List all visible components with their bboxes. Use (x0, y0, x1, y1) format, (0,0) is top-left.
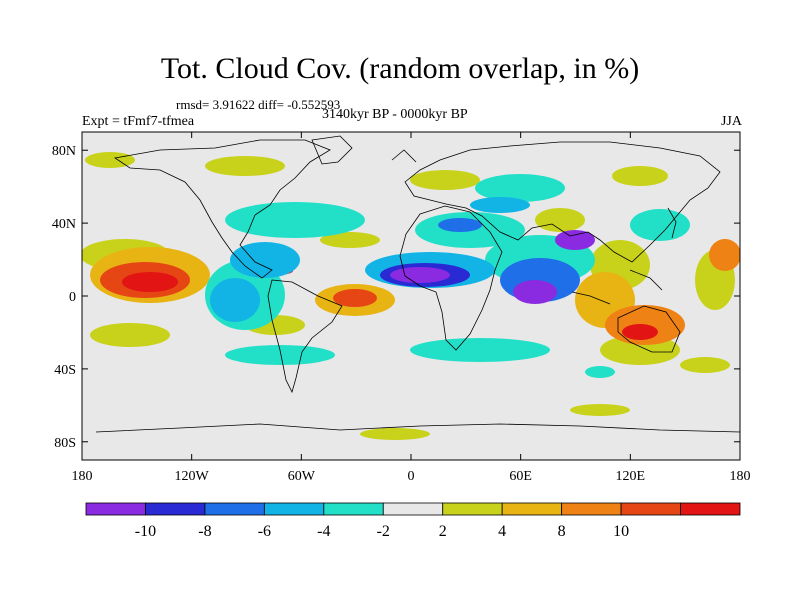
lat-tick-label: 0 (69, 290, 76, 305)
lon-tick-label: 120W (175, 469, 210, 484)
colorbar-box (620, 502, 681, 516)
period-label: 3140kyr BP - 0000kyr BP (322, 107, 468, 122)
lon-tick-label: 120E (616, 469, 646, 484)
colorbar-box (382, 502, 444, 516)
lon-tick-label: 180 (730, 469, 751, 484)
lon-tick-label: 0 (408, 469, 415, 484)
colorbar-box (442, 502, 503, 516)
colorbar-label: -10 (135, 523, 156, 540)
colorbar-label: 2 (439, 523, 447, 540)
colorbar-box (561, 502, 622, 516)
lat-tick-label: 40S (54, 363, 76, 378)
colorbar-box (145, 502, 206, 516)
coastlines (95, 135, 740, 433)
lon-tick-label: 60E (509, 469, 532, 484)
map-panel (81, 131, 741, 461)
map-title: Tot. Cloud Cov. (random overlap, in %) (160, 52, 640, 85)
lat-tick-label: 40N (52, 217, 76, 232)
latitude-axis: 80N 40N 0 40S 80S (52, 144, 740, 451)
colorbar-box (501, 502, 563, 516)
colorbar-label: 4 (498, 523, 506, 540)
colorbar-label: -4 (317, 523, 330, 540)
colorbar-box (323, 502, 384, 516)
colorbar-box (204, 502, 265, 516)
season-label: JJA (720, 114, 742, 129)
lon-tick-label: 60W (288, 469, 316, 484)
colorbar-box (680, 502, 741, 516)
lat-tick-label: 80S (54, 436, 76, 451)
colorbar-label: -2 (377, 523, 390, 540)
colorbar-label: 10 (613, 523, 629, 540)
experiment-label: Expt = tFmf7-tfmea (82, 114, 195, 129)
colorbar-box (85, 502, 146, 516)
longitude-axis: 180 120W 60W 0 60E 120E 180 (72, 132, 751, 484)
colorbar-box (263, 502, 325, 516)
lon-tick-label: 180 (72, 469, 93, 484)
colorbar-label: -6 (258, 523, 271, 540)
colorbar-label: -8 (198, 523, 211, 540)
colorbar-label: 8 (558, 523, 566, 540)
anomaly-field (82, 152, 740, 440)
stats-line: rmsd= 3.91622 diff= -0.552593 (176, 97, 341, 112)
colorbar: -10 -8 -6 -4 -2 2 4 8 10 (85, 502, 741, 540)
lat-tick-label: 80N (52, 144, 76, 159)
